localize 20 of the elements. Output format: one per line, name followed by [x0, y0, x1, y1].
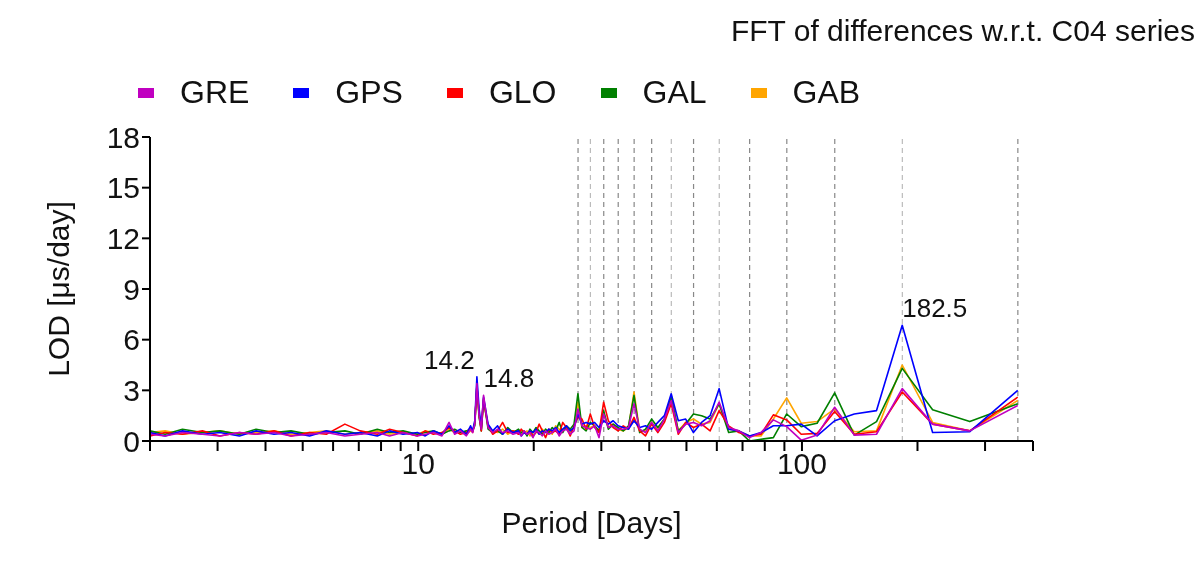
y-axis-title: LOD [μs/day] [41, 201, 75, 377]
y-tick-label: 9 [123, 272, 140, 306]
y-tick-label: 18 [106, 120, 140, 154]
chart-title: FFT of differences w.r.t. C04 series [730, 14, 1195, 48]
y-tick-label: 0 [123, 424, 140, 458]
x-tick-label: 10 [401, 447, 435, 481]
x-axis-title: Period [Days] [501, 506, 682, 539]
legend-label: GPS [335, 74, 403, 111]
legend-label: GRE [180, 74, 250, 111]
y-tick-label: 12 [106, 221, 140, 255]
x-tick-label: 100 [776, 447, 827, 481]
y-tick-label: 6 [123, 323, 140, 357]
legend-label: GAL [642, 74, 707, 111]
y-tick-label: 3 [123, 373, 140, 407]
annotation: 14.8 [483, 363, 535, 394]
y-tick-label: 15 [106, 171, 140, 205]
legend-label: GLO [488, 74, 557, 111]
legend-label: GAB [792, 74, 861, 111]
annotation: 14.2 [424, 344, 475, 375]
annotation: 182.5 [902, 293, 968, 324]
